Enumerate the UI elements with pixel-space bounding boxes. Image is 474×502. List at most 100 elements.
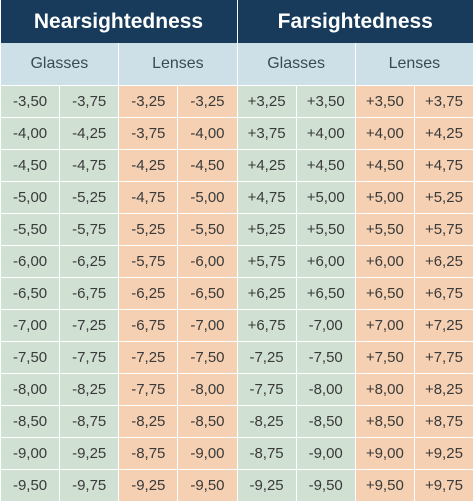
table-cell: -7,50 [295, 341, 356, 374]
table-cell: +6,00 [295, 245, 356, 278]
table-cell: +6,25 [236, 277, 297, 310]
table-cell: -4,75 [118, 181, 179, 214]
table-row: -7,50 -7,75 -7,25 -7,50 -7,25 -7,50 +7,50 +7,75 [0, 341, 474, 374]
table-cell: -5,00 [177, 181, 238, 214]
table-cell: -6,50 [177, 277, 238, 310]
table-cell: -4,00 [0, 117, 61, 150]
table-cell: -7,00 [0, 309, 61, 342]
table-cell: +5,00 [295, 181, 356, 214]
table-cell: -7,25 [118, 341, 179, 374]
table-cell: -6,25 [59, 245, 120, 278]
table-cell: +6,50 [354, 277, 415, 310]
table-cell: -6,75 [59, 277, 120, 310]
table-cell: +5,25 [413, 181, 474, 214]
table-cell: -4,50 [0, 149, 61, 182]
column-group-header: Nearsightedness [0, 0, 238, 43]
table-cell: +4,50 [354, 149, 415, 182]
table-row: -5,50 -5,75 -5,25 -5,50 +5,25 +5,50 +5,50 +5,75 [0, 213, 474, 246]
table-cell: -4,00 [177, 117, 238, 150]
table-cell: +9,75 [413, 469, 474, 502]
table-cell: -3,75 [118, 117, 179, 150]
table-cell: +7,75 [413, 341, 474, 374]
table-cell: -8,00 [295, 373, 356, 406]
table-row: -6,50 -6,75 -6,25 -6,50 +6,25 +6,50 +6,50 +6,75 [0, 277, 474, 310]
table-cell: +8,25 [413, 373, 474, 406]
column-group-header: Farsightedness [237, 0, 474, 43]
table-cell: -9,25 [59, 437, 120, 470]
table-cell: +4,75 [236, 181, 297, 214]
table-cell: -3,50 [0, 85, 61, 118]
table-row: -8,50 -8,75 -8,25 -8,50 -8,25 -8,50 +8,50 +8,75 [0, 405, 474, 438]
table-cell: -6,00 [177, 245, 238, 278]
table-cell: -5,75 [118, 245, 179, 278]
table-cell: -9,25 [236, 469, 297, 502]
table-cell: +7,25 [413, 309, 474, 342]
table-cell: -9,00 [0, 437, 61, 470]
column-header: Glasses [0, 43, 120, 86]
table-cell: +8,00 [354, 373, 415, 406]
table-cell: -9,00 [295, 437, 356, 470]
table-cell: -5,75 [59, 213, 120, 246]
table-cell: +4,00 [295, 117, 356, 150]
table-cell: -8,75 [236, 437, 297, 470]
table-cell: +9,00 [354, 437, 415, 470]
table-cell: -7,75 [59, 341, 120, 374]
table-cell: +3,50 [354, 85, 415, 118]
table-cell: -9,00 [177, 437, 238, 470]
table-row: -9,00 -9,25 -8,75 -9,00 -8,75 -9,00 +9,00 +9,25 [0, 437, 474, 470]
table-cell: +7,00 [354, 309, 415, 342]
table-row: -9,50 -9,75 -9,25 -9,50 -9,25 -9,50 +9,50 +9,75 [0, 469, 474, 502]
table-row: -8,00 -8,25 -7,75 -8,00 -7,75 -8,00 +8,00 +8,25 [0, 373, 474, 406]
table-cell: -7,00 [295, 309, 356, 342]
column-header: Lenses [355, 43, 474, 86]
table-row: -3,50 -3,75 -3,25 -3,25 +3,25 +3,50 +3,50 +3,75 [0, 85, 474, 118]
table-cell: +3,50 [295, 85, 356, 118]
table-cell: +4,00 [354, 117, 415, 150]
table-cell: -5,50 [0, 213, 61, 246]
table-cell: +9,25 [413, 437, 474, 470]
table-cell: +4,25 [413, 117, 474, 150]
subheader-row: Glasses Lenses Glasses Lenses [0, 43, 474, 86]
table-cell: -9,50 [295, 469, 356, 502]
table-cell: -5,25 [118, 213, 179, 246]
table-cell: -8,75 [59, 405, 120, 438]
table-cell: -4,75 [59, 149, 120, 182]
table-cell: -7,50 [177, 341, 238, 374]
table-cell: -7,25 [59, 309, 120, 342]
table-cell: +5,75 [413, 213, 474, 246]
table-cell: -4,25 [59, 117, 120, 150]
table-cell: -8,25 [59, 373, 120, 406]
table-row: -5,00 -5,25 -4,75 -5,00 +4,75 +5,00 +5,00 +5,25 [0, 181, 474, 214]
table-cell: -5,25 [59, 181, 120, 214]
table-cell: -6,00 [0, 245, 61, 278]
table-cell: -9,25 [118, 469, 179, 502]
table-cell: -8,75 [118, 437, 179, 470]
table-cell: -7,25 [236, 341, 297, 374]
table-cell: +6,50 [295, 277, 356, 310]
table-row: -7,00 -7,25 -6,75 -7,00 +6,75 -7,00 +7,00 +7,25 [0, 309, 474, 342]
table-cell: +6,75 [236, 309, 297, 342]
table-cell: +8,50 [354, 405, 415, 438]
table-cell: -8,25 [118, 405, 179, 438]
table-cell: -3,25 [118, 85, 179, 118]
table-cell: +5,75 [236, 245, 297, 278]
table-cell: -8,50 [0, 405, 61, 438]
table-cell: +6,25 [413, 245, 474, 278]
table-cell: +5,00 [354, 181, 415, 214]
column-header: Glasses [237, 43, 356, 86]
table-cell: -3,75 [59, 85, 120, 118]
table-cell: -8,25 [236, 405, 297, 438]
table-cell: -3,25 [177, 85, 238, 118]
table-cell: -8,50 [177, 405, 238, 438]
table-cell: +4,25 [236, 149, 297, 182]
table-cell: +3,75 [413, 85, 474, 118]
table-cell: -9,50 [177, 469, 238, 502]
table-cell: +3,25 [236, 85, 297, 118]
table-cell: -9,50 [0, 469, 61, 502]
table-cell: +7,50 [354, 341, 415, 374]
table-cell: -6,75 [118, 309, 179, 342]
table-cell: -7,00 [177, 309, 238, 342]
table-cell: -6,25 [118, 277, 179, 310]
